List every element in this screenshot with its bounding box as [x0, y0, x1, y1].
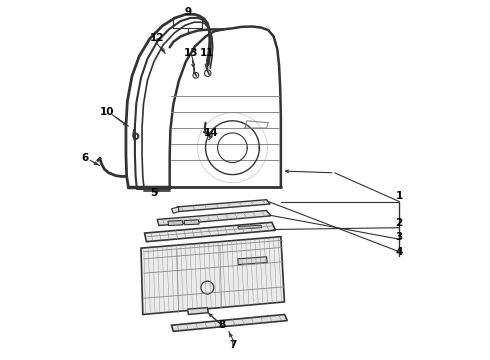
Text: 13: 13	[184, 48, 198, 58]
Polygon shape	[238, 225, 262, 229]
Polygon shape	[172, 315, 287, 331]
Polygon shape	[238, 257, 267, 265]
Polygon shape	[168, 221, 183, 226]
Polygon shape	[157, 211, 271, 226]
Polygon shape	[184, 220, 199, 225]
Text: 1: 1	[395, 191, 403, 201]
Text: 3: 3	[395, 232, 403, 242]
Text: 5: 5	[150, 188, 157, 198]
Text: 12: 12	[150, 33, 164, 43]
Text: 6: 6	[82, 153, 89, 163]
Polygon shape	[141, 237, 285, 315]
Polygon shape	[177, 200, 270, 212]
Text: 10: 10	[99, 107, 114, 117]
Text: 14: 14	[204, 129, 218, 138]
Text: 11: 11	[200, 48, 215, 58]
Text: 8: 8	[218, 320, 225, 330]
Text: 7: 7	[229, 340, 236, 350]
Text: 2: 2	[395, 218, 403, 228]
Polygon shape	[172, 207, 179, 213]
Text: 4: 4	[395, 247, 403, 257]
Text: 9: 9	[184, 7, 191, 17]
Polygon shape	[145, 222, 275, 242]
Polygon shape	[188, 308, 208, 315]
